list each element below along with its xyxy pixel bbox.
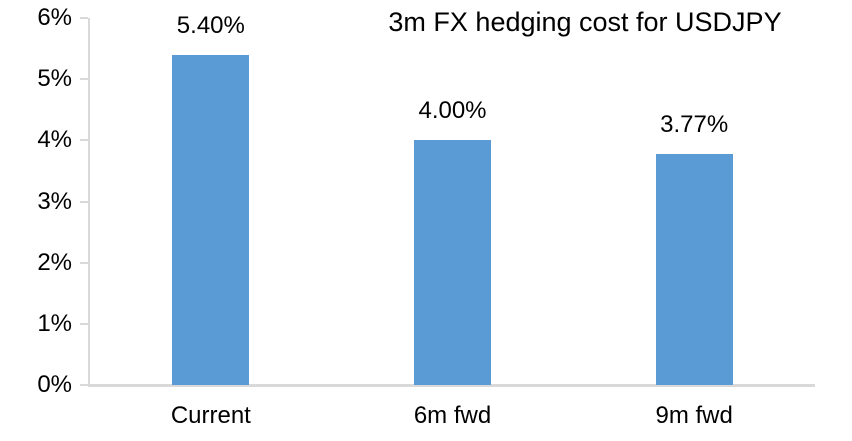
y-axis-tick [80,17,88,19]
y-axis-tick [80,139,88,142]
y-axis-tick-label: 5% [37,65,72,93]
chart-title: 3m FX hedging cost for USDJPY [388,7,782,37]
y-axis-tick [80,78,88,81]
y-axis-tick [80,200,88,203]
y-axis-tick [80,384,88,386]
y-axis-tick-label: 4% [37,126,72,154]
y-axis-tick-label: 1% [37,309,72,337]
bar-6m-fwd [414,140,491,385]
y-axis-line [88,18,90,385]
bar-current [172,54,250,385]
x-axis-category-label: Current [170,402,251,429]
y-axis-tick-label: 2% [37,248,72,276]
y-axis-tick [80,261,88,264]
y-axis-tick [80,322,88,325]
bar-value-label: 3.77% [660,111,729,139]
y-axis-tick-label: 6% [37,4,72,31]
x-axis-line [88,384,815,387]
bar-value-label: 5.40% [176,11,245,39]
x-axis-category-label: 6m fwd [413,402,492,429]
y-axis-tick-label: 3% [37,187,72,215]
bar-9m-fwd [655,154,733,385]
x-axis-category-label: 9m fwd [655,402,733,429]
bar-value-label: 4.00% [418,97,487,125]
y-axis-tick-label: 0% [37,371,72,398]
